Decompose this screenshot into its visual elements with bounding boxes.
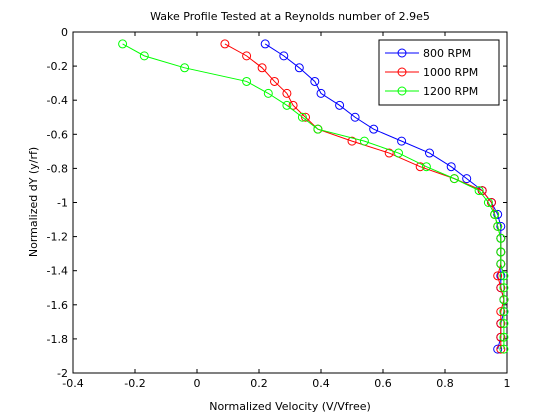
legend-marker <box>397 86 407 96</box>
data-point <box>496 283 506 293</box>
data-point <box>270 76 279 86</box>
y-tick-label: -0.4 <box>47 94 68 107</box>
data-point <box>496 247 506 257</box>
x-tick-label: 0.8 <box>436 377 454 390</box>
data-point <box>242 51 252 61</box>
legend-label: 1200 RPM <box>423 85 478 98</box>
data-point <box>316 88 326 98</box>
data-point <box>350 112 360 122</box>
data-point <box>496 233 506 243</box>
data-point <box>180 63 190 73</box>
legend-marker <box>397 67 407 77</box>
x-tick-label: 0.6 <box>374 377 392 390</box>
data-point <box>493 344 503 354</box>
data-point <box>499 332 509 342</box>
data-point <box>499 271 509 281</box>
data-point <box>496 332 506 342</box>
data-point <box>415 162 425 172</box>
data-point <box>493 209 503 219</box>
data-point <box>499 319 509 329</box>
data-point <box>493 271 503 281</box>
data-point <box>260 39 270 49</box>
data-point <box>496 307 506 317</box>
data-point <box>282 88 292 98</box>
y-tick-label: -0.8 <box>47 162 68 175</box>
x-tick-label: 1 <box>504 377 511 390</box>
y-tick-label: -0.6 <box>47 128 68 141</box>
x-axis-label: Normalized Velocity (V/Vfree) <box>209 400 371 413</box>
y-tick-label: -1.2 <box>47 231 68 244</box>
data-point <box>359 136 369 146</box>
legend-label: 1000 RPM <box>423 66 478 79</box>
y-tick-label: -1.6 <box>47 299 68 312</box>
data-point <box>282 100 292 110</box>
data-point <box>335 100 345 110</box>
data-point <box>499 295 509 305</box>
data-point <box>499 283 509 293</box>
data-point <box>493 221 503 231</box>
y-tick-label: -0.2 <box>47 60 68 73</box>
data-point <box>499 344 509 354</box>
data-point <box>449 174 459 184</box>
data-point <box>310 76 320 86</box>
data-point <box>242 76 252 86</box>
y-tick-label: -1.8 <box>47 333 68 346</box>
data-point <box>496 319 506 329</box>
data-point <box>446 162 456 172</box>
y-tick-label: -1.4 <box>47 265 68 278</box>
data-point <box>483 198 493 207</box>
data-point <box>288 100 298 110</box>
data-point <box>496 259 506 269</box>
x-tick-label: -0.4 <box>62 377 83 390</box>
y-axis-label: Normalized dY (y/rf) <box>27 147 40 257</box>
x-tick-label: 0.4 <box>312 377 330 390</box>
data-point <box>496 344 506 354</box>
data-point <box>297 112 307 122</box>
data-point <box>263 88 273 98</box>
data-point <box>421 162 431 172</box>
data-point <box>474 186 484 196</box>
x-tick-label: 0 <box>194 377 201 390</box>
data-point <box>384 148 394 158</box>
data-point <box>425 148 434 158</box>
y-tick-label: 0 <box>61 26 68 39</box>
data-point <box>313 124 323 134</box>
data-point <box>496 221 506 231</box>
series-line <box>224 43 505 350</box>
legend-label: 800 RPM <box>423 47 471 60</box>
legend-marker <box>397 48 407 58</box>
y-tick-label: -1 <box>57 197 68 210</box>
data-point <box>301 112 310 122</box>
y-tick-label: -2 <box>57 367 68 380</box>
data-point <box>496 271 506 281</box>
data-point <box>499 307 509 317</box>
data-point <box>369 124 379 134</box>
data-point <box>279 51 289 61</box>
x-tick-label: 0.2 <box>250 377 268 390</box>
data-point <box>490 209 500 219</box>
data-point <box>257 63 267 73</box>
data-point <box>139 51 149 61</box>
data-point <box>397 136 407 146</box>
x-tick-label: -0.2 <box>124 377 145 390</box>
data-point <box>294 63 304 73</box>
data-point <box>394 148 403 158</box>
data-point <box>462 174 472 184</box>
data-point <box>487 198 496 207</box>
data-point <box>220 39 230 49</box>
chart-title: Wake Profile Tested at a Reynolds number… <box>150 10 430 23</box>
data-point <box>118 39 128 49</box>
data-point <box>347 136 357 146</box>
